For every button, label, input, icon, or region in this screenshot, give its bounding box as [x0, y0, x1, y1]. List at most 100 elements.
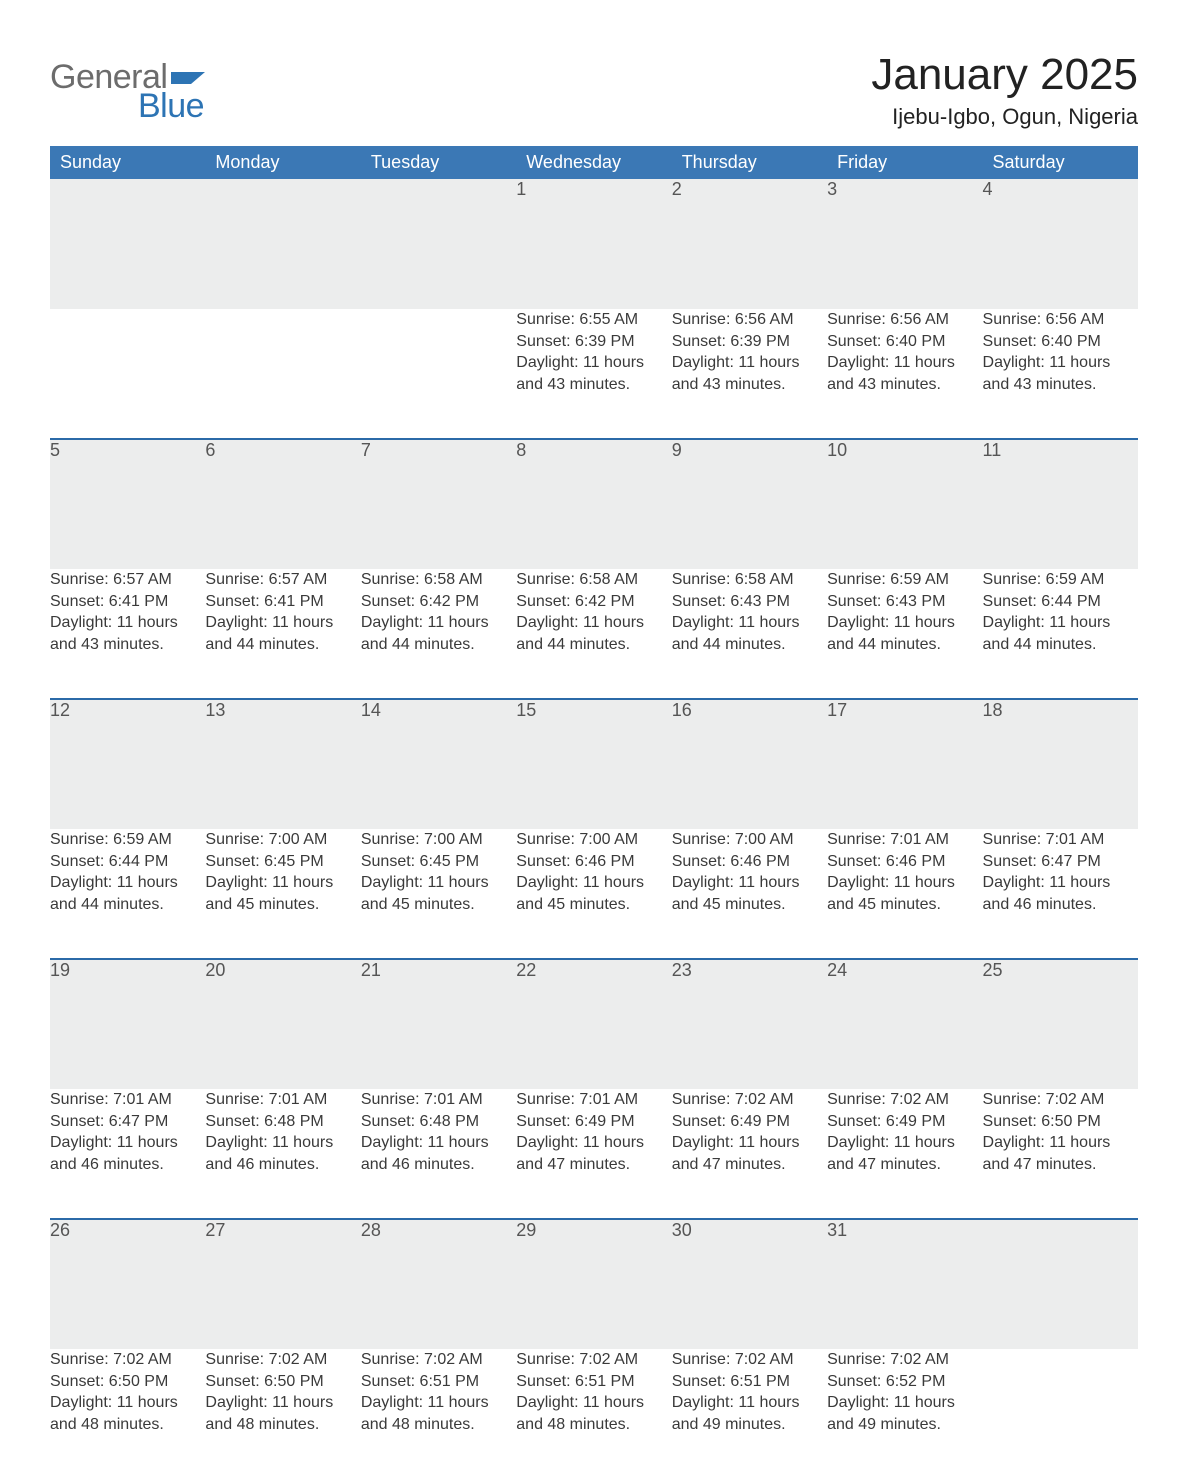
weekday-header: Tuesday: [361, 146, 516, 179]
daylight-line: Daylight: 11 hours and 48 minutes.: [205, 1392, 360, 1435]
sunrise-line: Sunrise: 6:56 AM: [672, 309, 827, 331]
daylight-line: Daylight: 11 hours and 47 minutes.: [672, 1132, 827, 1175]
sunset-line: Sunset: 6:50 PM: [983, 1111, 1138, 1133]
day-number-cell: 6: [205, 439, 360, 569]
daylight-line: Daylight: 11 hours and 43 minutes.: [50, 612, 205, 655]
day-content-cell: Sunrise: 6:58 AMSunset: 6:42 PMDaylight:…: [361, 569, 516, 699]
weekday-header: Saturday: [983, 146, 1138, 179]
location-subtitle: Ijebu-Igbo, Ogun, Nigeria: [871, 104, 1138, 130]
day-content-cell: Sunrise: 6:55 AMSunset: 6:39 PMDaylight:…: [516, 309, 671, 439]
sunset-line: Sunset: 6:48 PM: [205, 1111, 360, 1133]
sunrise-line: Sunrise: 7:02 AM: [205, 1349, 360, 1371]
weekday-header: Sunday: [50, 146, 205, 179]
logo: General Blue: [50, 40, 205, 126]
sunrise-line: Sunrise: 6:59 AM: [983, 569, 1138, 591]
sunset-line: Sunset: 6:51 PM: [361, 1371, 516, 1393]
daylight-line: Daylight: 11 hours and 46 minutes.: [205, 1132, 360, 1175]
day-number-cell: [205, 179, 360, 309]
sunset-line: Sunset: 6:50 PM: [50, 1371, 205, 1393]
weekday-header: Monday: [205, 146, 360, 179]
day-number-cell: 3: [827, 179, 982, 309]
day-content-cell: Sunrise: 6:56 AMSunset: 6:40 PMDaylight:…: [983, 309, 1138, 439]
day-content-cell: Sunrise: 7:02 AMSunset: 6:51 PMDaylight:…: [361, 1349, 516, 1479]
weekday-header: Wednesday: [516, 146, 671, 179]
daylight-line: Daylight: 11 hours and 47 minutes.: [827, 1132, 982, 1175]
day-content-cell: Sunrise: 6:59 AMSunset: 6:43 PMDaylight:…: [827, 569, 982, 699]
sunset-line: Sunset: 6:45 PM: [361, 851, 516, 873]
sunset-line: Sunset: 6:49 PM: [516, 1111, 671, 1133]
daylight-line: Daylight: 11 hours and 43 minutes.: [827, 352, 982, 395]
daylight-line: Daylight: 11 hours and 44 minutes.: [50, 872, 205, 915]
day-number-cell: 29: [516, 1219, 671, 1349]
day-content-cell: Sunrise: 6:59 AMSunset: 6:44 PMDaylight:…: [983, 569, 1138, 699]
day-content-cell: Sunrise: 7:02 AMSunset: 6:49 PMDaylight:…: [672, 1089, 827, 1219]
sunset-line: Sunset: 6:41 PM: [205, 591, 360, 613]
day-number-cell: 17: [827, 699, 982, 829]
sunrise-line: Sunrise: 7:02 AM: [672, 1089, 827, 1111]
daylight-line: Daylight: 11 hours and 44 minutes.: [672, 612, 827, 655]
day-number-cell: 18: [983, 699, 1138, 829]
day-content-cell: Sunrise: 7:01 AMSunset: 6:48 PMDaylight:…: [205, 1089, 360, 1219]
sunset-line: Sunset: 6:52 PM: [827, 1371, 982, 1393]
day-number-row: 1234: [50, 179, 1138, 309]
daylight-line: Daylight: 11 hours and 44 minutes.: [361, 612, 516, 655]
daylight-line: Daylight: 11 hours and 44 minutes.: [983, 612, 1138, 655]
sunset-line: Sunset: 6:46 PM: [827, 851, 982, 873]
day-number-cell: 1: [516, 179, 671, 309]
day-content-row: Sunrise: 6:55 AMSunset: 6:39 PMDaylight:…: [50, 309, 1138, 439]
daylight-line: Daylight: 11 hours and 48 minutes.: [361, 1392, 516, 1435]
day-number-cell: 16: [672, 699, 827, 829]
sunrise-line: Sunrise: 7:01 AM: [983, 829, 1138, 851]
sunrise-line: Sunrise: 6:57 AM: [50, 569, 205, 591]
sunrise-line: Sunrise: 7:01 AM: [50, 1089, 205, 1111]
sunset-line: Sunset: 6:42 PM: [361, 591, 516, 613]
sunset-line: Sunset: 6:49 PM: [827, 1111, 982, 1133]
day-number-cell: [983, 1219, 1138, 1349]
sunset-line: Sunset: 6:48 PM: [361, 1111, 516, 1133]
day-number-cell: [361, 179, 516, 309]
day-content-cell: Sunrise: 7:02 AMSunset: 6:49 PMDaylight:…: [827, 1089, 982, 1219]
sunrise-line: Sunrise: 6:56 AM: [827, 309, 982, 331]
day-content-cell: Sunrise: 7:02 AMSunset: 6:51 PMDaylight:…: [516, 1349, 671, 1479]
day-content-cell: [205, 309, 360, 439]
day-number-row: 12131415161718: [50, 699, 1138, 829]
day-number-cell: 9: [672, 439, 827, 569]
sunrise-line: Sunrise: 6:55 AM: [516, 309, 671, 331]
month-title: January 2025: [871, 50, 1138, 100]
sunrise-line: Sunrise: 7:01 AM: [516, 1089, 671, 1111]
sunrise-line: Sunrise: 7:00 AM: [361, 829, 516, 851]
sunrise-line: Sunrise: 7:02 AM: [827, 1089, 982, 1111]
day-content-cell: Sunrise: 6:56 AMSunset: 6:40 PMDaylight:…: [827, 309, 982, 439]
sunrise-line: Sunrise: 6:58 AM: [516, 569, 671, 591]
daylight-line: Daylight: 11 hours and 47 minutes.: [983, 1132, 1138, 1175]
daylight-line: Daylight: 11 hours and 45 minutes.: [827, 872, 982, 915]
weekday-header: Thursday: [672, 146, 827, 179]
sunrise-line: Sunrise: 7:01 AM: [205, 1089, 360, 1111]
daylight-line: Daylight: 11 hours and 46 minutes.: [983, 872, 1138, 915]
daylight-line: Daylight: 11 hours and 48 minutes.: [50, 1392, 205, 1435]
day-number-cell: 13: [205, 699, 360, 829]
day-content-cell: [983, 1349, 1138, 1479]
daylight-line: Daylight: 11 hours and 46 minutes.: [50, 1132, 205, 1175]
sunset-line: Sunset: 6:42 PM: [516, 591, 671, 613]
sunset-line: Sunset: 6:43 PM: [672, 591, 827, 613]
day-content-row: Sunrise: 6:57 AMSunset: 6:41 PMDaylight:…: [50, 569, 1138, 699]
sunset-line: Sunset: 6:39 PM: [672, 331, 827, 353]
sunset-line: Sunset: 6:40 PM: [827, 331, 982, 353]
day-number-cell: 15: [516, 699, 671, 829]
weekday-header: Friday: [827, 146, 982, 179]
day-content-cell: Sunrise: 7:01 AMSunset: 6:47 PMDaylight:…: [983, 829, 1138, 959]
sunrise-line: Sunrise: 6:56 AM: [983, 309, 1138, 331]
day-content-cell: Sunrise: 7:00 AMSunset: 6:45 PMDaylight:…: [205, 829, 360, 959]
day-number-cell: 31: [827, 1219, 982, 1349]
sunrise-line: Sunrise: 6:59 AM: [50, 829, 205, 851]
day-content-cell: Sunrise: 6:59 AMSunset: 6:44 PMDaylight:…: [50, 829, 205, 959]
sunrise-line: Sunrise: 7:00 AM: [672, 829, 827, 851]
day-number-cell: 25: [983, 959, 1138, 1089]
day-content-cell: Sunrise: 7:02 AMSunset: 6:52 PMDaylight:…: [827, 1349, 982, 1479]
sunset-line: Sunset: 6:46 PM: [672, 851, 827, 873]
sunrise-line: Sunrise: 7:02 AM: [983, 1089, 1138, 1111]
day-number-cell: 10: [827, 439, 982, 569]
daylight-line: Daylight: 11 hours and 47 minutes.: [516, 1132, 671, 1175]
day-content-cell: Sunrise: 6:57 AMSunset: 6:41 PMDaylight:…: [205, 569, 360, 699]
